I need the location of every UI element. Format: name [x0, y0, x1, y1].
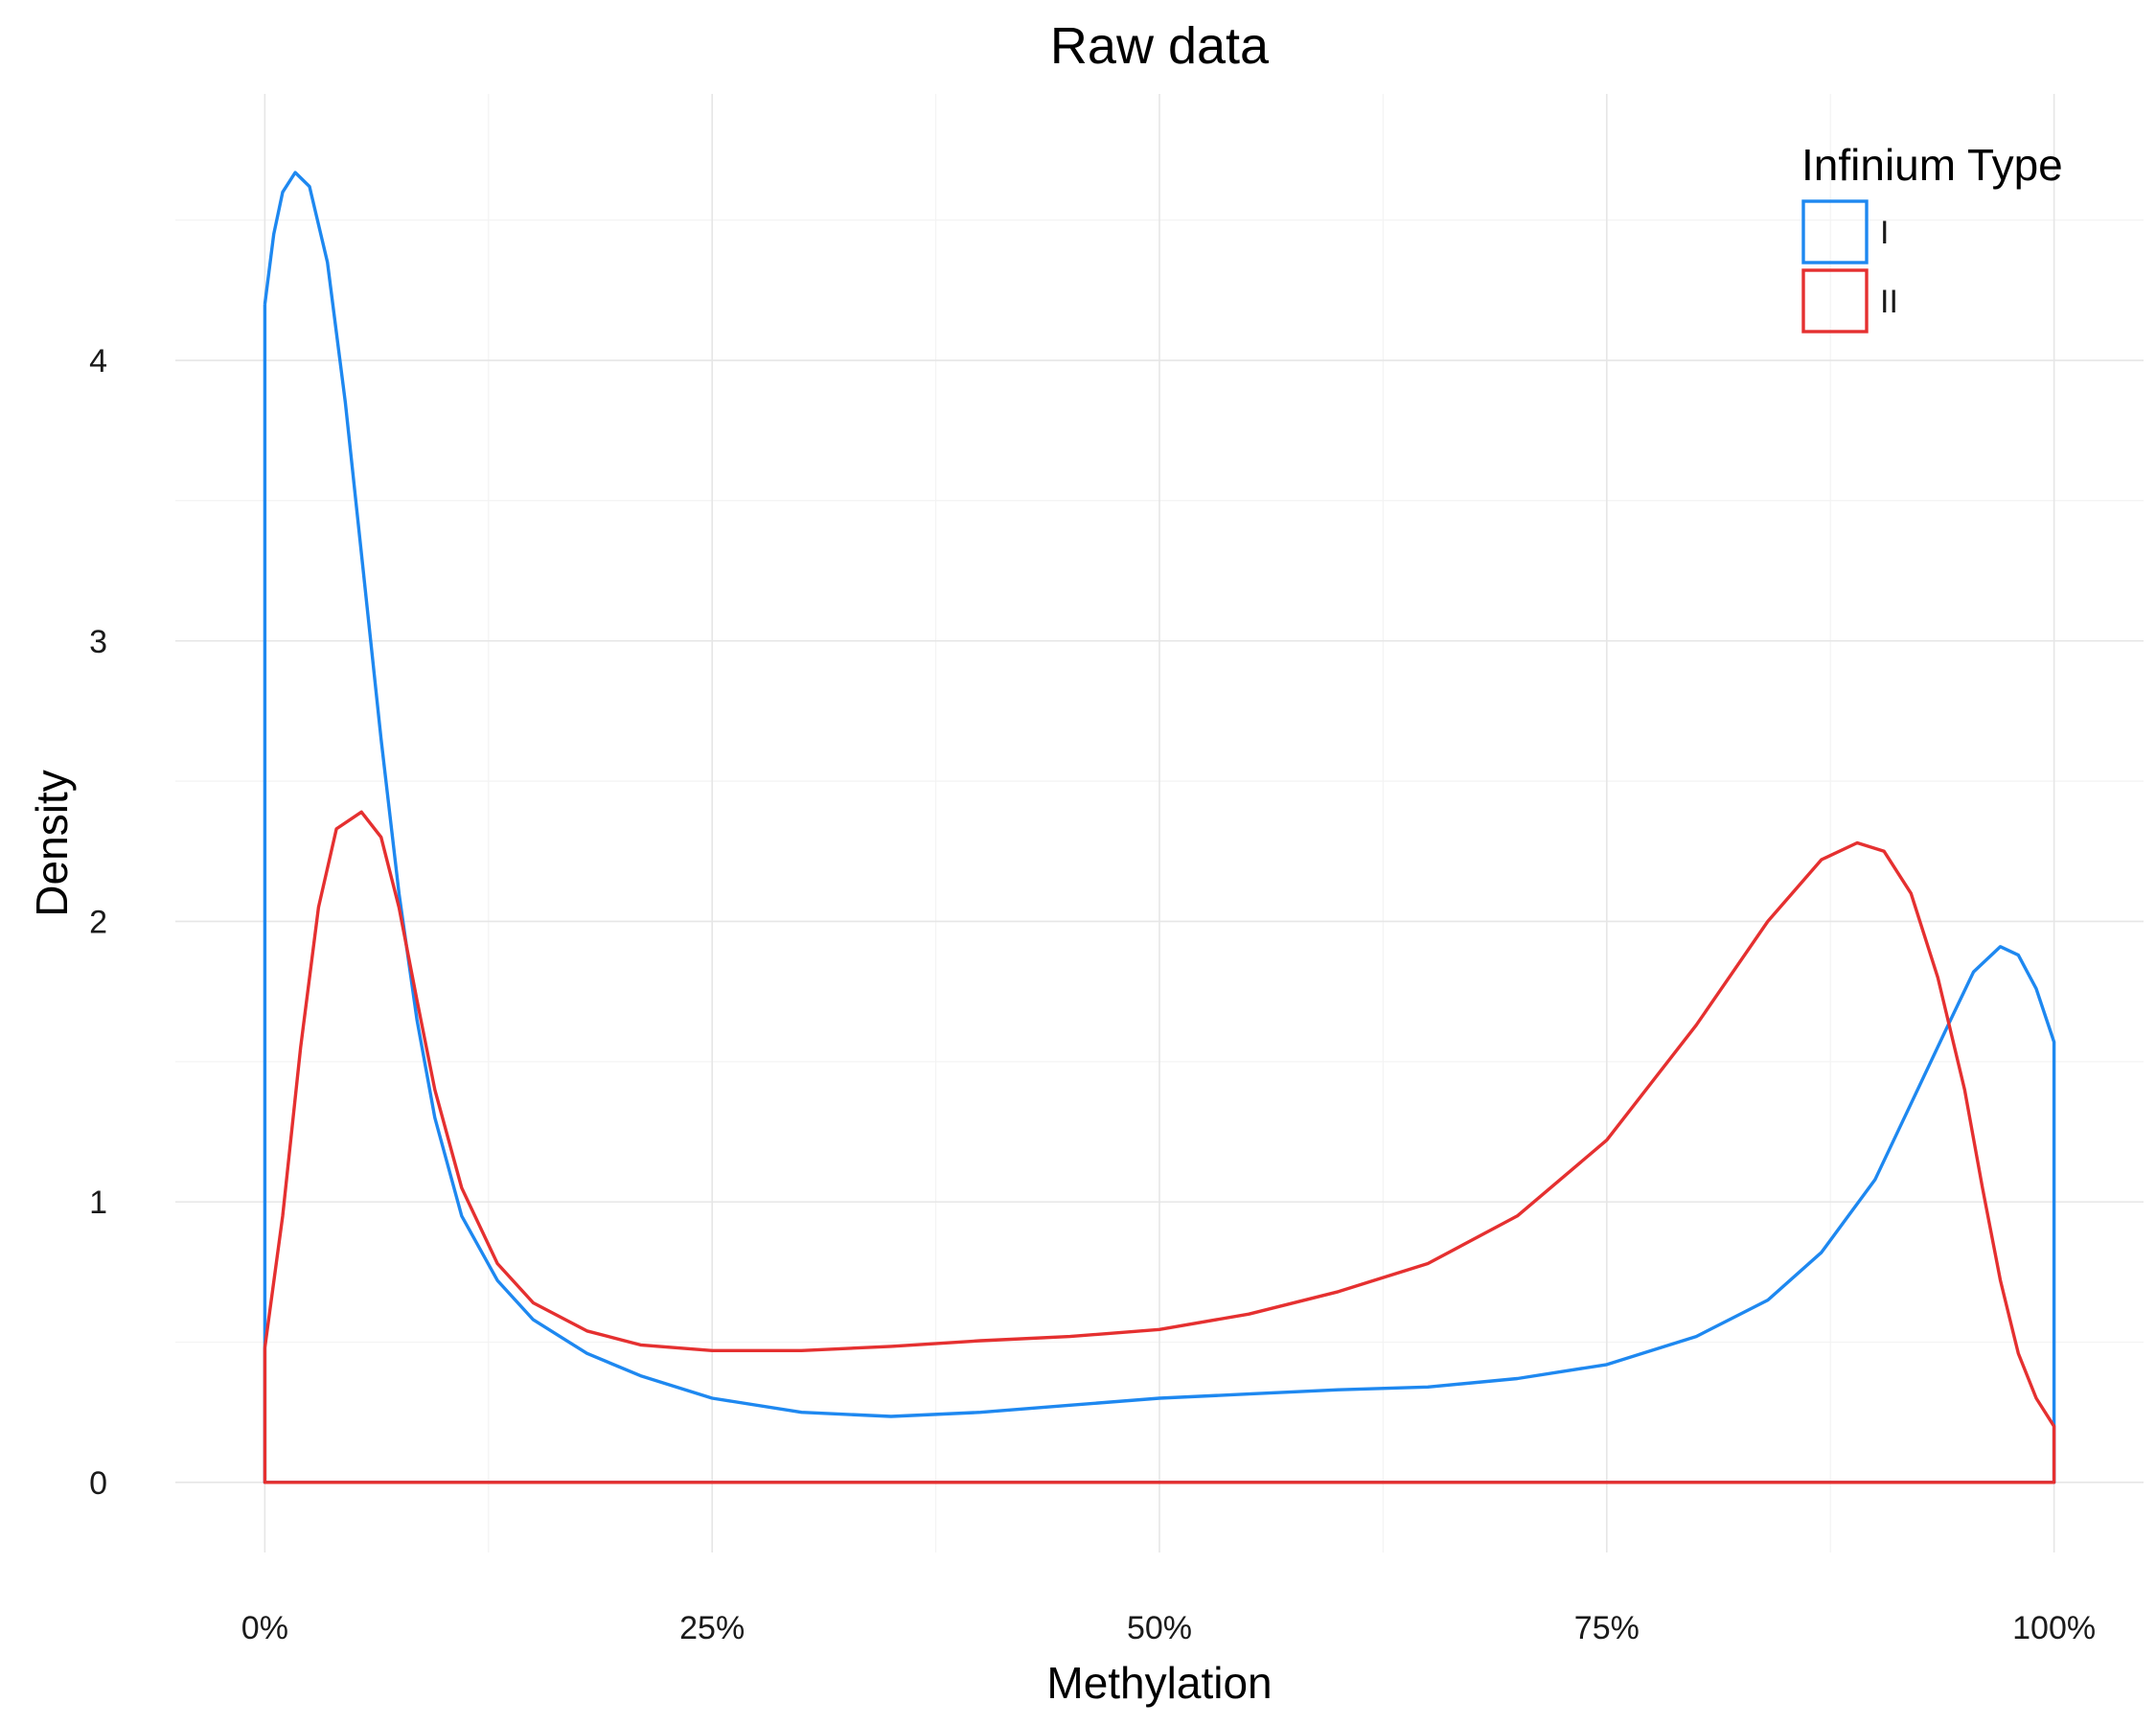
legend-items: III	[1801, 199, 1898, 334]
y-tick-label: 4	[89, 343, 107, 380]
axes: 0% 25% 50% 75% 100% 0 1 2 3 4	[89, 343, 2096, 1646]
legend-title: Infinium Type	[1801, 140, 2063, 190]
density-line-i	[263, 171, 2056, 1484]
legend-label-i: I	[1880, 215, 1889, 251]
y-tick-label: 0	[89, 1465, 107, 1502]
y-axis-title: Density	[27, 770, 77, 916]
x-tick-label: 75%	[1574, 1610, 1640, 1646]
chart-title: Raw data	[1050, 17, 1270, 75]
density-line-ii	[263, 810, 2056, 1484]
legend: Infinium Type III	[1801, 140, 2063, 334]
x-tick-label: 100%	[2012, 1610, 2096, 1646]
y-tick-label: 1	[89, 1184, 107, 1221]
x-axis-title: Methylation	[1046, 1658, 1272, 1708]
grid	[175, 94, 2144, 1552]
legend-key-i	[1801, 199, 1869, 264]
x-tick-label: 0%	[241, 1610, 288, 1646]
series-lines	[263, 171, 2056, 1484]
legend-key-ii	[1801, 268, 1869, 334]
legend-label-ii: II	[1880, 284, 1898, 320]
y-tick-label: 2	[89, 904, 107, 940]
y-tick-label: 3	[89, 624, 107, 660]
x-tick-label: 50%	[1127, 1610, 1192, 1646]
x-tick-label: 25%	[679, 1610, 745, 1646]
